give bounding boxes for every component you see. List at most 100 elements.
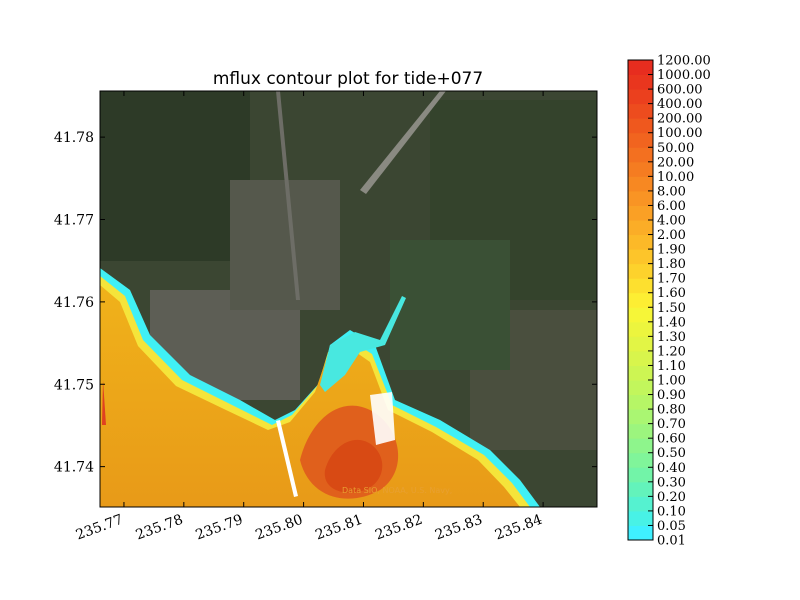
jetty [276, 420, 298, 497]
y-tick-label: 41.77 [54, 213, 94, 229]
colorbar-band [628, 321, 653, 337]
y-tick-label: 41.74 [54, 460, 94, 476]
colorbar-band [628, 380, 653, 396]
colorbar-tick-label: 8.00 [657, 184, 686, 199]
colorbar-tick-label: 0.90 [657, 388, 686, 403]
colorbar-band [628, 103, 653, 119]
colorbar-band [628, 147, 653, 163]
colorbar-band [628, 234, 653, 250]
colorbar-tick-label: 0.01 [657, 534, 686, 549]
y-axis: 41.74 41.75 41.76 41.77 41.78 [54, 130, 597, 476]
map-area: Data SIO, NOAA, U.S. Navy, [100, 91, 597, 507]
colorbar-tick-label: 0.30 [657, 475, 686, 490]
highway [360, 91, 446, 194]
channel-flux-peak [324, 439, 383, 493]
x-tick-label: 235.79 [194, 512, 246, 544]
x-tick-label: 235.82 [373, 512, 425, 544]
colorbar-band [628, 452, 653, 468]
colorbar-band [628, 132, 653, 148]
colorbar-tick-label: 1.00 [657, 374, 686, 389]
chart-title: mflux contour plot for tide+077 [213, 69, 483, 89]
nearshore-spot [102, 380, 106, 425]
colorbar-band [628, 481, 653, 497]
colorbar-tick-label: 0.40 [657, 461, 686, 476]
colorbar-tick-label: 0.20 [657, 490, 686, 505]
colorbar-band [628, 60, 653, 76]
y-tick-label: 41.76 [54, 295, 94, 311]
colorbar-tick-label: 1.40 [657, 315, 686, 330]
colorbar-tick-label: 400.00 [657, 97, 703, 112]
colorbar-band [628, 278, 653, 294]
colorbar-band [628, 176, 653, 192]
colorbar-band [628, 423, 653, 439]
colorbar-band [628, 89, 653, 105]
colorbar-band [628, 190, 653, 206]
colorbar-tick-label: 1.10 [657, 359, 686, 374]
colorbar-band [628, 365, 653, 381]
town-patch [230, 180, 340, 310]
colorbar-tick-label: 600.00 [657, 83, 703, 98]
y-tick-label: 41.78 [54, 130, 94, 146]
colorbar-band [628, 409, 653, 425]
colorbar-tick-label: 1.90 [657, 243, 686, 258]
colorbar-band [628, 205, 653, 221]
colorbar-tick-label: 1.60 [657, 286, 686, 301]
colorbar-tick-label: 1.80 [657, 257, 686, 272]
map-attribution: Data SIO, NOAA, U.S. Navy, [342, 486, 452, 495]
x-tick-label: 235.80 [253, 512, 305, 544]
colorbar-band [628, 292, 653, 308]
x-tick-label: 235.78 [134, 512, 186, 544]
colorbar-band [628, 496, 653, 512]
colorbar-band [628, 307, 653, 323]
colorbar-band [628, 350, 653, 366]
colorbar-tick-label: 50.00 [657, 141, 694, 156]
x-tick-label: 235.83 [433, 512, 485, 544]
estuary-channel [320, 296, 406, 392]
colorbar-tick-label: 200.00 [657, 112, 703, 127]
colorbar-tick-label: 20.00 [657, 155, 694, 170]
colorbar-band [628, 438, 653, 454]
colorbar-tick-label: 0.80 [657, 403, 686, 418]
colorbar-tick-label: 0.50 [657, 446, 686, 461]
ocean-flux-band [100, 285, 520, 507]
colorbar-band [628, 525, 653, 541]
colorbar-tick-label: 10.00 [657, 170, 694, 185]
colorbar-band [628, 118, 653, 134]
colorbar-tick-label: 1.70 [657, 272, 686, 287]
colorbar-band [628, 467, 653, 483]
colorbar-tick-label: 1000.00 [657, 68, 711, 83]
x-tick-label: 235.81 [313, 512, 365, 544]
colorbar-ticks: 0.010.050.100.200.300.400.500.600.700.80… [648, 54, 711, 549]
colorbar [628, 60, 653, 541]
colorbar-frame [627, 59, 654, 541]
colorbar-tick-label: 0.60 [657, 432, 686, 447]
colorbar-tick-label: 4.00 [657, 214, 686, 229]
colorbar-band [628, 394, 653, 410]
colorbar-tick-label: 100.00 [657, 126, 703, 141]
wetland-patch [390, 240, 510, 370]
x-tick-label: 235.77 [74, 512, 126, 544]
forest-patch [100, 91, 250, 261]
colorbar-band [628, 263, 653, 279]
colorbar-band [628, 74, 653, 90]
colorbar-band [628, 336, 653, 352]
colorbar-band [628, 249, 653, 265]
colorbar-tick-label: 1200.00 [657, 54, 711, 69]
colorbar-band [628, 161, 653, 177]
colorbar-tick-label: 0.10 [657, 504, 686, 519]
colorbar-band [628, 220, 653, 236]
colorbar-tick-label: 0.05 [657, 519, 686, 534]
colorbar-tick-label: 1.50 [657, 301, 686, 316]
colorbar-band [628, 510, 653, 526]
colorbar-tick-label: 1.30 [657, 330, 686, 345]
y-tick-label: 41.75 [54, 377, 94, 393]
map-frame [99, 90, 598, 508]
colorbar-tick-label: 0.70 [657, 417, 686, 432]
colorbar-tick-label: 2.00 [657, 228, 686, 243]
jetty [370, 392, 395, 445]
colorbar-tick-label: 6.00 [657, 199, 686, 214]
colorbar-tick-label: 1.20 [657, 344, 686, 359]
x-tick-label: 235.84 [493, 512, 545, 544]
road [276, 91, 300, 300]
